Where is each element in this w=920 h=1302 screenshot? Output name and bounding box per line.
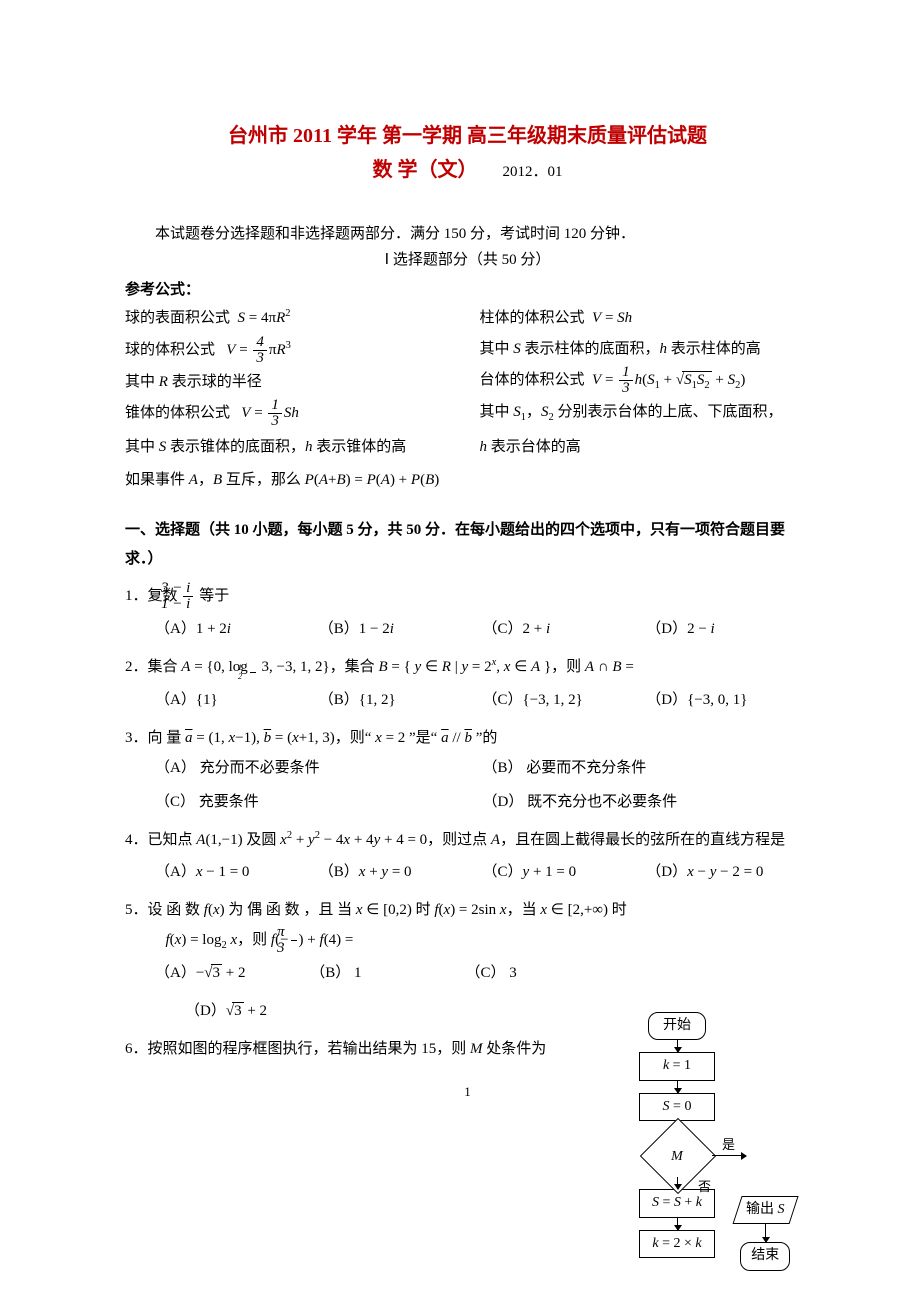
q1-option-b: （B）1 − 2i xyxy=(319,614,483,644)
q2-option-c: （C）{−3, 1, 2} xyxy=(483,685,647,715)
fc-no-label: 否 xyxy=(698,1177,711,1198)
exam-title-line2: 数 学（文） 2012．01 xyxy=(125,154,810,186)
q3-option-b: （B） 必要而不充分条件 xyxy=(483,753,811,783)
formula-sphere-volume: 球的体积公式 V = 43πR3 xyxy=(125,335,456,366)
q2-option-d: （D）{−3, 0, 1} xyxy=(646,685,810,715)
question-2: 2．集合 A = {0, log12 3, −3, 1, 2}，集合 B = {… xyxy=(125,652,810,715)
fc-end: 结束 xyxy=(740,1242,790,1270)
q1-option-c: （C）2 + i xyxy=(483,614,647,644)
q2-option-b: （B）{1, 2} xyxy=(319,685,483,715)
formula-heading: 参考公式： xyxy=(125,278,810,302)
question-3: 3．向 量 a = (1, x−1), b = (x+1, 3)，则“ x = … xyxy=(125,723,810,817)
fc-step-double: k = 2 × k xyxy=(639,1230,715,1258)
q1-option-a: （A）1 + 2i xyxy=(155,614,319,644)
flowchart: 开始 k = 1 S = 0 M 是 否 S = S + k k = 2 × k… xyxy=(622,1012,802,1258)
question-4: 4．已知点 A(1,−1) 及圆 x2 + y2 − 4x + 4y + 4 =… xyxy=(125,825,810,887)
part1-title: Ⅰ 选择题部分（共 50 分） xyxy=(125,248,810,272)
question-1: 1．复数 3 − i1 − i 等于 （A）1 + 2i （B）1 − 2i （… xyxy=(125,581,810,644)
fc-yes-label: 是 xyxy=(722,1135,735,1156)
formula-sphere-note: 其中 R 表示球的半径 xyxy=(125,368,456,397)
formula-probability: 如果事件 A，B 互斥，那么 P(A+B) = P(A) + P(B) xyxy=(125,466,810,495)
q4-option-c: （C）y + 1 = 0 xyxy=(483,857,647,887)
q4-option-d: （D）x − y − 2 = 0 xyxy=(646,857,810,887)
subject-title: 数 学（文） xyxy=(372,159,477,181)
q3-option-d: （D） 既不充分也不必要条件 xyxy=(483,787,811,817)
formula-cone-note: 其中 S 表示锥体的底面积，h 表示锥体的高 xyxy=(125,433,456,462)
q1-option-d: （D）2 − i xyxy=(646,614,810,644)
q4-option-b: （B）x + y = 0 xyxy=(319,857,483,887)
formula-frustum-note: 其中 S1，S2 分别表示台体的上底、下底面积， xyxy=(480,398,811,428)
formula-sphere-area: 球的表面积公式 S = 4πR2 xyxy=(125,304,456,333)
q2-option-a: （A）{1} xyxy=(155,685,319,715)
fc-start: 开始 xyxy=(648,1012,706,1040)
question-5: 5．设 函 数 f(x) 为 偶 函 数 ，且 当 x ∈ [0,2) 时 f(… xyxy=(125,895,810,1026)
exam-intro: 本试题卷分选择题和非选择题两部分．满分 150 分，考试时间 120 分钟． xyxy=(125,222,810,246)
formula-frustum-volume: 台体的体积公式 V = 13h(S1 + S1S2 + S2) xyxy=(480,365,811,396)
formula-prism-note: 其中 S 表示柱体的底面积，h 表示柱体的高 xyxy=(480,335,811,364)
q5-option-b: （B） 1 xyxy=(310,958,465,988)
formula-frustum-h: h 表示台体的高 xyxy=(480,433,811,462)
q5-option-c: （C） 3 xyxy=(466,958,621,988)
formula-cone-volume: 锥体的体积公式 V = 13Sh xyxy=(125,398,456,429)
fc-output: 输出 S xyxy=(732,1196,798,1224)
fc-condition: M xyxy=(640,1146,714,1168)
fc-step-k1: k = 1 xyxy=(639,1052,715,1080)
exam-date: 2012．01 xyxy=(502,164,562,180)
formula-prism-volume: 柱体的体积公式 V = Sh xyxy=(480,304,811,333)
exam-title-line1: 台州市 2011 学年 第一学期 高三年级期末质量评估试题 xyxy=(125,120,810,152)
q3-option-c: （C） 充要条件 xyxy=(155,787,483,817)
q5-option-a: （A）−3 + 2 xyxy=(155,958,310,988)
section1-heading: 一、选择题（共 10 小题，每小题 5 分，共 50 分．在每小题给出的四个选项… xyxy=(125,516,810,573)
q4-option-a: （A）x − 1 = 0 xyxy=(155,857,319,887)
formula-left-column: 球的表面积公式 S = 4πR2 球的体积公式 V = 43πR3 其中 R 表… xyxy=(125,302,456,431)
q3-option-a: （A） 充分而不必要条件 xyxy=(155,753,483,783)
formula-right-column: 柱体的体积公式 V = Sh 其中 S 表示柱体的底面积，h 表示柱体的高 台体… xyxy=(480,302,811,431)
